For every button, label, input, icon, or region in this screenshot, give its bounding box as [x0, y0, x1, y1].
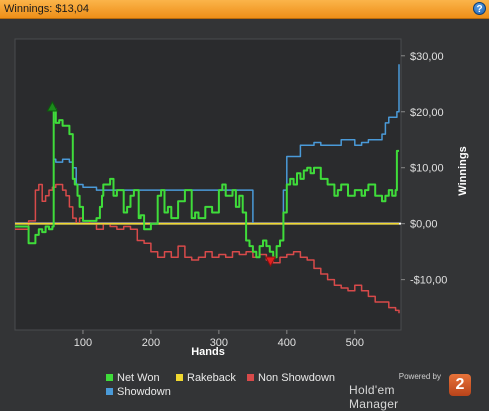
chart-area: 100 200 300 400 500 $30,00 $20,00 $10,00 $0,00 -$… [0, 19, 489, 405]
legend-item-rakeback[interactable]: Rakeback [176, 372, 236, 384]
trough-marker-icon [264, 256, 277, 268]
legend-label: Net Won [117, 372, 160, 384]
y-axis-title: Winnings [457, 146, 469, 195]
y-tick-label: $10,00 [410, 163, 444, 175]
powered-by-text: Powered by [398, 372, 441, 381]
x-tick-label: 100 [74, 337, 92, 349]
title-bar: Winnings: $13,04 ? [0, 0, 489, 19]
y-tick-label: -$10,00 [410, 275, 447, 287]
y-tick-label: $30,00 [410, 51, 444, 63]
series-line-net-won [15, 108, 399, 259]
x-tick-label: 400 [278, 337, 296, 349]
legend-label: Rakeback [187, 372, 236, 384]
series-line-non-showdown [15, 183, 400, 314]
legend-item-showdown[interactable]: Showdown [106, 386, 171, 398]
brand-logo: 2 [449, 374, 471, 396]
x-tick-label: 300 [210, 337, 228, 349]
x-axis-title: Hands [191, 346, 225, 358]
legend-swatch [106, 388, 113, 395]
y-tick-label: $20,00 [410, 107, 444, 119]
legend-label: Non Showdown [258, 372, 336, 384]
x-tick-label: 200 [142, 337, 160, 349]
y-tick-label: $0,00 [410, 219, 438, 231]
page-title: Winnings: $13,04 [4, 3, 89, 15]
help-icon[interactable]: ? [473, 2, 486, 15]
legend-item-net-won[interactable]: Net Won [106, 372, 160, 384]
branding: Powered by Hold'em Manager 2 [349, 372, 479, 411]
brand-name: Hold'em Manager [349, 383, 399, 411]
chart-svg: 100 200 300 400 500 $30,00 $20,00 $10,00 $0,00 -$… [14, 38, 469, 358]
legend-swatch [106, 374, 113, 381]
legend-swatch [247, 374, 254, 381]
x-tick-label: 500 [346, 337, 364, 349]
legend-swatch [176, 374, 183, 381]
peak-marker-icon [46, 100, 59, 112]
legend-label: Showdown [117, 386, 171, 398]
legend-item-non-showdown[interactable]: Non Showdown [247, 372, 335, 384]
